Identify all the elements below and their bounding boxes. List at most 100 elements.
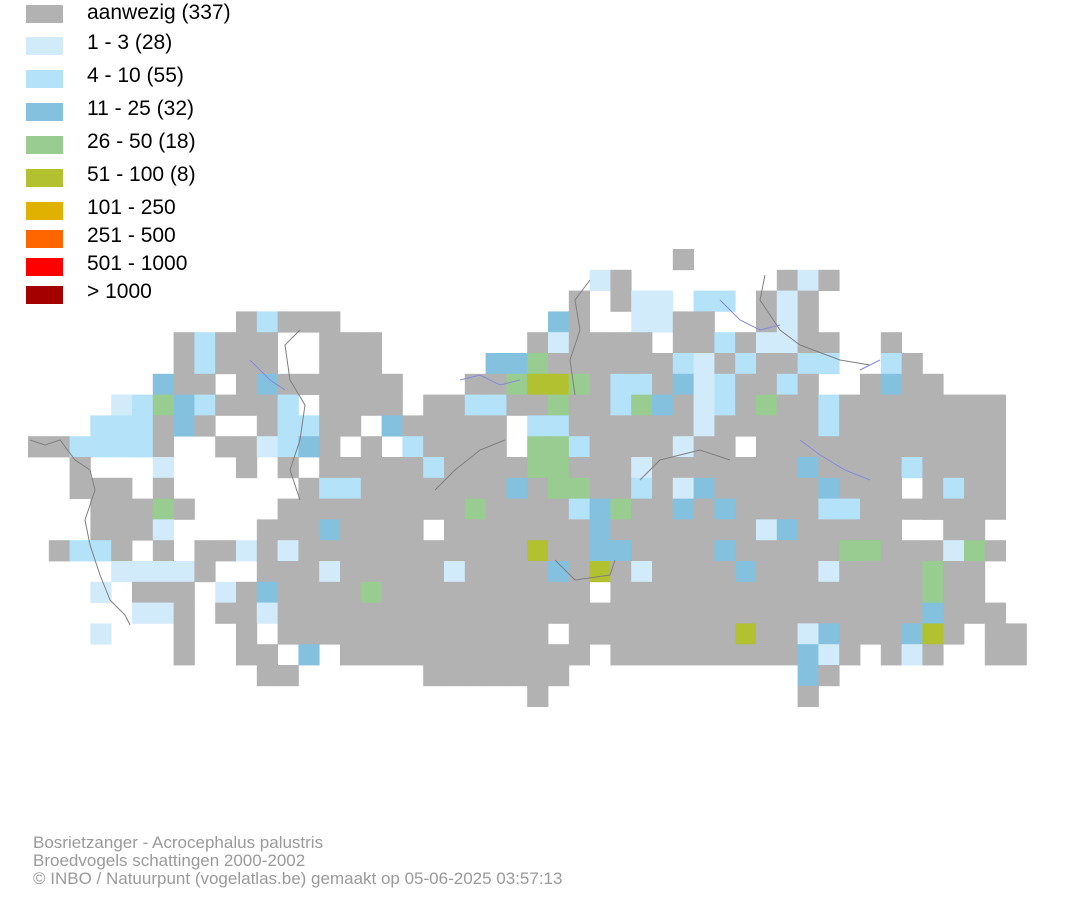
cell-aanwezig xyxy=(173,644,195,666)
cell-aanwezig xyxy=(589,602,611,624)
cell-aanwezig xyxy=(610,332,632,354)
cell-aanwezig xyxy=(797,519,819,541)
cell-1-3 xyxy=(818,644,840,666)
cell-aanwezig xyxy=(652,519,674,541)
cell-11-25 xyxy=(298,644,320,666)
cell-aanwezig xyxy=(381,602,403,624)
cell-aanwezig xyxy=(277,623,299,645)
cell-4-10 xyxy=(194,353,216,375)
cell-aanwezig xyxy=(340,353,362,375)
cell-51-100 xyxy=(922,623,944,645)
cell-aanwezig xyxy=(943,436,965,458)
cell-aanwezig xyxy=(589,394,611,416)
cell-aanwezig xyxy=(922,415,944,437)
cell-4-10 xyxy=(610,373,632,395)
cell-aanwezig xyxy=(756,353,778,375)
cell-aanwezig xyxy=(277,498,299,520)
cell-aanwezig xyxy=(256,332,278,354)
cell-aanwezig xyxy=(444,415,466,437)
cell-aanwezig xyxy=(402,602,424,624)
cell-aanwezig xyxy=(880,332,902,354)
cell-26-50 xyxy=(568,477,590,499)
cell-aanwezig xyxy=(672,332,694,354)
cell-aanwezig xyxy=(194,373,216,395)
legend-swatch xyxy=(26,258,63,276)
cell-aanwezig xyxy=(984,477,1006,499)
cell-aanwezig xyxy=(839,415,861,437)
cell-aanwezig xyxy=(922,373,944,395)
cell-aanwezig xyxy=(464,415,486,437)
cell-aanwezig xyxy=(444,394,466,416)
cell-aanwezig xyxy=(901,561,923,583)
cell-aanwezig xyxy=(340,498,362,520)
cell-aanwezig xyxy=(132,519,154,541)
cell-aanwezig xyxy=(173,373,195,395)
cell-aanwezig xyxy=(735,540,757,562)
cell-aanwezig xyxy=(277,457,299,479)
cell-aanwezig xyxy=(756,415,778,437)
cell-1-3 xyxy=(256,602,278,624)
cell-aanwezig xyxy=(464,519,486,541)
cell-1-3 xyxy=(548,332,570,354)
cell-aanwezig xyxy=(693,332,715,354)
cell-aanwezig xyxy=(319,436,341,458)
border-line xyxy=(434,439,506,491)
cell-aanwezig xyxy=(506,602,528,624)
legend-label: 51 - 100 (8) xyxy=(87,163,196,186)
cell-aanwezig xyxy=(776,644,798,666)
cell-aanwezig xyxy=(610,644,632,666)
cell-aanwezig xyxy=(860,394,882,416)
cell-aanwezig xyxy=(360,477,382,499)
cell-1-3 xyxy=(631,457,653,479)
cell-aanwezig xyxy=(152,581,174,603)
cell-aanwezig xyxy=(194,561,216,583)
cell-aanwezig xyxy=(548,665,570,687)
cell-aanwezig xyxy=(485,561,507,583)
cell-aanwezig xyxy=(631,540,653,562)
cell-1-3 xyxy=(589,269,611,291)
cell-4-10 xyxy=(714,373,736,395)
cell-aanwezig xyxy=(256,540,278,562)
cell-aanwezig xyxy=(672,415,694,437)
cell-aanwezig xyxy=(672,602,694,624)
cell-aanwezig xyxy=(236,332,258,354)
cell-aanwezig xyxy=(860,602,882,624)
cell-aanwezig xyxy=(672,249,694,271)
cell-aanwezig xyxy=(631,623,653,645)
cell-aanwezig xyxy=(527,519,549,541)
cell-aanwezig xyxy=(735,477,757,499)
cell-aanwezig xyxy=(464,561,486,583)
cell-aanwezig xyxy=(652,477,674,499)
legend-label: 501 - 1000 xyxy=(87,252,188,275)
cell-4-10 xyxy=(423,457,445,479)
cell-aanwezig xyxy=(485,477,507,499)
cell-aanwezig xyxy=(818,457,840,479)
cell-aanwezig xyxy=(714,561,736,583)
cell-aanwezig xyxy=(485,540,507,562)
cell-4-10 xyxy=(90,415,112,437)
cell-aanwezig xyxy=(693,457,715,479)
cell-aanwezig xyxy=(631,415,653,437)
cell-aanwezig xyxy=(860,436,882,458)
cell-11-25 xyxy=(797,457,819,479)
cell-4-10 xyxy=(132,436,154,458)
cell-aanwezig xyxy=(756,623,778,645)
cell-aanwezig xyxy=(444,602,466,624)
cell-aanwezig xyxy=(90,477,112,499)
cell-aanwezig xyxy=(464,665,486,687)
cell-aanwezig xyxy=(527,477,549,499)
cell-aanwezig xyxy=(943,623,965,645)
cell-aanwezig xyxy=(839,436,861,458)
cell-51-100 xyxy=(527,540,549,562)
cell-1-3 xyxy=(776,290,798,312)
cell-1-3 xyxy=(111,561,133,583)
cell-aanwezig xyxy=(610,519,632,541)
cell-11-25 xyxy=(776,519,798,541)
cell-aanwezig xyxy=(568,602,590,624)
cell-aanwezig xyxy=(298,498,320,520)
cell-aanwezig xyxy=(548,540,570,562)
cell-4-10 xyxy=(693,290,715,312)
cell-4-10 xyxy=(735,353,757,375)
cell-aanwezig xyxy=(360,644,382,666)
cell-aanwezig xyxy=(610,353,632,375)
